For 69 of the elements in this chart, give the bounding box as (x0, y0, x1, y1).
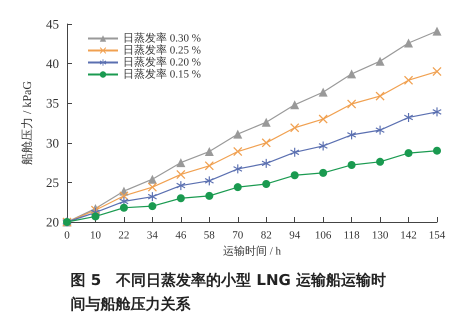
point (148, 192, 157, 202)
y-tick-label: 30 (46, 135, 59, 150)
point (318, 88, 328, 97)
point (376, 56, 385, 66)
point (347, 130, 356, 140)
x-tick-label: 58 (204, 230, 216, 242)
point (376, 92, 385, 101)
y-tick-label: 45 (46, 16, 59, 32)
point (376, 126, 385, 135)
point (120, 204, 128, 212)
point (432, 26, 442, 36)
point (148, 182, 157, 192)
point (348, 160, 356, 169)
x-tick-label: 34 (146, 230, 158, 242)
point (404, 149, 413, 158)
x-tick-label: 82 (260, 230, 272, 242)
point (404, 38, 414, 48)
point (176, 170, 186, 179)
point (262, 158, 271, 168)
y-tick-label: 35 (46, 96, 59, 111)
y-tick-label: 40 (46, 56, 59, 72)
point (204, 176, 214, 186)
x-tick-label: 70 (232, 230, 244, 242)
y-tick-label: 20 (46, 214, 59, 230)
point (347, 69, 356, 78)
point (148, 202, 156, 210)
point (290, 100, 300, 110)
y-tick-label: 25 (46, 174, 59, 190)
point (91, 212, 100, 220)
point (233, 147, 242, 156)
point (233, 164, 242, 174)
point (262, 118, 271, 127)
point (318, 141, 328, 150)
point (148, 174, 157, 184)
legend-label: 日蒸发率 0.25 % (123, 44, 201, 56)
x-tick-label: 10 (90, 230, 102, 242)
x-tick-label: 118 (344, 230, 360, 242)
point (262, 180, 270, 188)
legend-label: 日蒸发率 0.15 % (123, 68, 201, 80)
point (176, 194, 185, 202)
x-tick-label: 130 (372, 230, 389, 242)
x-tick-label: 94 (289, 230, 301, 242)
caption: 图 5 不同日蒸发率的小型 LNG 运输船运输时间与船舱压力关系 (70, 271, 386, 313)
point (205, 192, 214, 200)
point (319, 168, 328, 177)
point (233, 130, 242, 139)
x-tick-label: 46 (175, 230, 187, 242)
point (176, 181, 186, 190)
x-tick-label: 22 (118, 230, 130, 242)
x-tick-label: 106 (314, 230, 332, 242)
x-tick-label: 0 (64, 230, 70, 242)
y-axis-title: 船舱压力 / kPaG (20, 80, 34, 165)
legend-label: 日蒸发率 0.20 % (123, 56, 201, 68)
x-tick-label: 154 (428, 230, 446, 242)
point (433, 146, 441, 155)
point (432, 107, 442, 116)
point (176, 158, 186, 168)
point (204, 147, 214, 156)
point (290, 171, 299, 180)
point (234, 183, 242, 192)
x-axis-title: 运输时间 / h (222, 244, 282, 258)
point (347, 99, 356, 108)
point (318, 114, 328, 124)
point (376, 158, 384, 166)
x-tick-label: 142 (400, 230, 417, 242)
point (290, 148, 300, 157)
point (404, 112, 414, 122)
legend-label: 日蒸发率 0.30 % (123, 32, 201, 44)
point (404, 76, 414, 85)
